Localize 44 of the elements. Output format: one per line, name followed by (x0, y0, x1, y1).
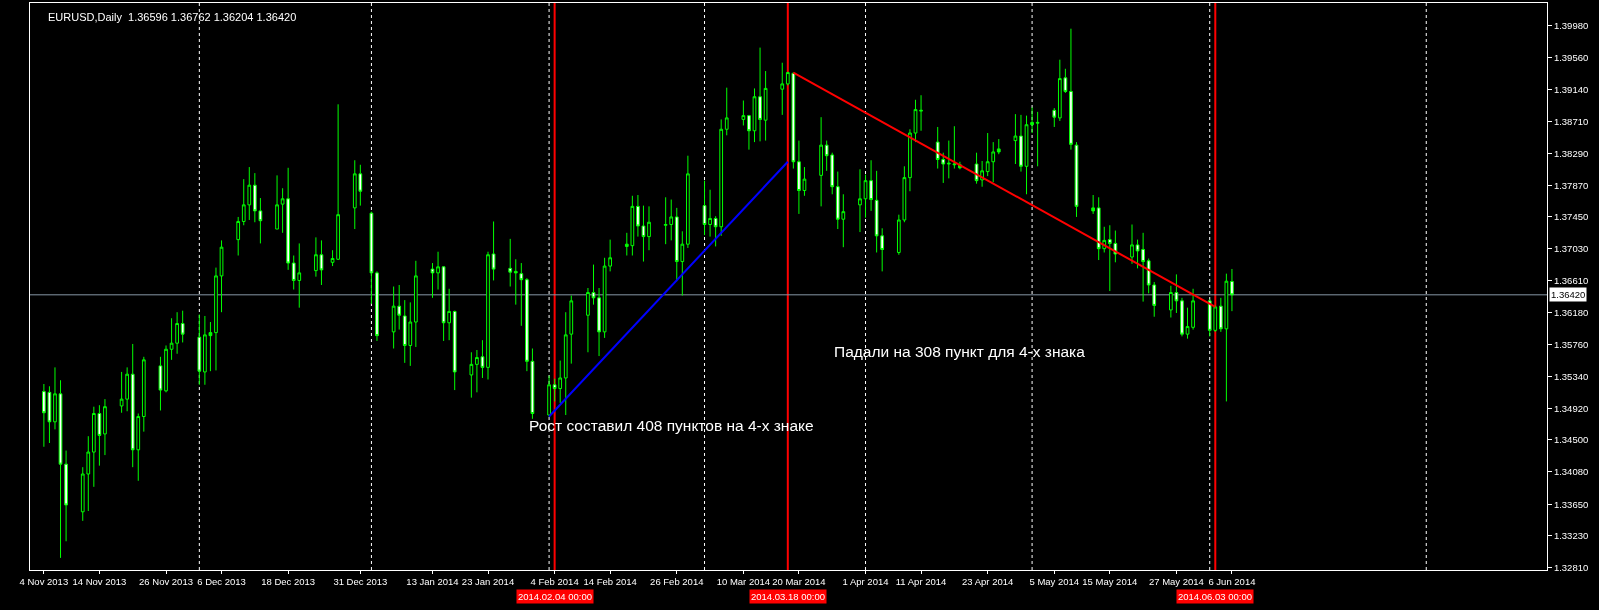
y-tick-label: 1.35340 (1553, 370, 1589, 382)
x-tick-label: 14 Feb 2014 (583, 576, 637, 588)
x-tick-label: 13 Jan 2014 (406, 576, 459, 588)
y-tick-label: 1.35760 (1553, 339, 1589, 351)
y-tick-label: 1.38290 (1553, 147, 1589, 159)
x-tick-label: 15 May 2014 (1082, 576, 1138, 588)
x-tick-label: 26 Nov 2013 (139, 576, 193, 588)
x-tick-label: 10 Mar 2014 (716, 576, 771, 588)
y-tick-label: 1.37450 (1553, 211, 1589, 223)
text: EURUSD,Daily 1.36596 1.36762 1.36204 1.36420 (47, 11, 297, 24)
y-tick-label: 1.36180 (1553, 307, 1589, 319)
y-tick-label: 1.32810 (1553, 562, 1589, 574)
x-tick-label: 26 Feb 2014 (650, 576, 704, 588)
x-tick-label: 27 May 2014 (1148, 576, 1204, 588)
y-tick-label: 1.39560 (1553, 51, 1589, 63)
y-tick-label: 1.37870 (1553, 179, 1589, 191)
annotation: Падали на 308 пункт для 4-х знака (834, 343, 1086, 360)
y-tick-label: 1.39980 (1553, 20, 1589, 32)
y-tick-label: 1.36610 (1553, 274, 1589, 286)
y-tick-label: 1.33650 (1553, 498, 1589, 510)
y-tick-label: 1.33230 (1553, 530, 1589, 542)
ref-line-label: 2014.06.03 00:00 (1178, 591, 1252, 602)
x-tick-label: 6 Jun 2014 (1208, 576, 1256, 588)
x-tick-label: 11 Apr 2014 (895, 576, 947, 588)
y-tick-label: 1.34500 (1553, 434, 1589, 446)
x-tick-label: 5 May 2014 (1029, 576, 1080, 588)
x-tick-label: 18 Dec 2013 (261, 576, 316, 588)
x-tick-label: 23 Apr 2014 (962, 576, 1014, 588)
y-tick-label: 1.38710 (1553, 116, 1589, 128)
x-tick-label: 23 Jan 2014 (461, 576, 515, 588)
x-tick-label: 14 Nov 2013 (72, 576, 127, 588)
ref-line-label: 1.36420 (1551, 289, 1586, 300)
x-tick-label: 6 Dec 2013 (197, 576, 246, 588)
x-tick-label: 31 Dec 2013 (333, 576, 388, 588)
y-tick-label: 1.34920 (1553, 402, 1589, 414)
ref-line-label: 2014.03.18 00:00 (751, 591, 825, 602)
x-tick-label: 1 Apr 2014 (842, 576, 889, 588)
ref-line-label: 2014.02.04 00:00 (518, 591, 592, 602)
y-tick-label: 1.34080 (1553, 466, 1589, 478)
x-tick-label: 4 Feb 2014 (530, 576, 579, 588)
x-tick-label: 4 Nov 2013 (19, 576, 69, 588)
y-tick-label: 1.39140 (1553, 83, 1589, 95)
x-tick-label: 20 Mar 2014 (772, 576, 826, 588)
y-tick-label: 1.37030 (1553, 243, 1589, 255)
